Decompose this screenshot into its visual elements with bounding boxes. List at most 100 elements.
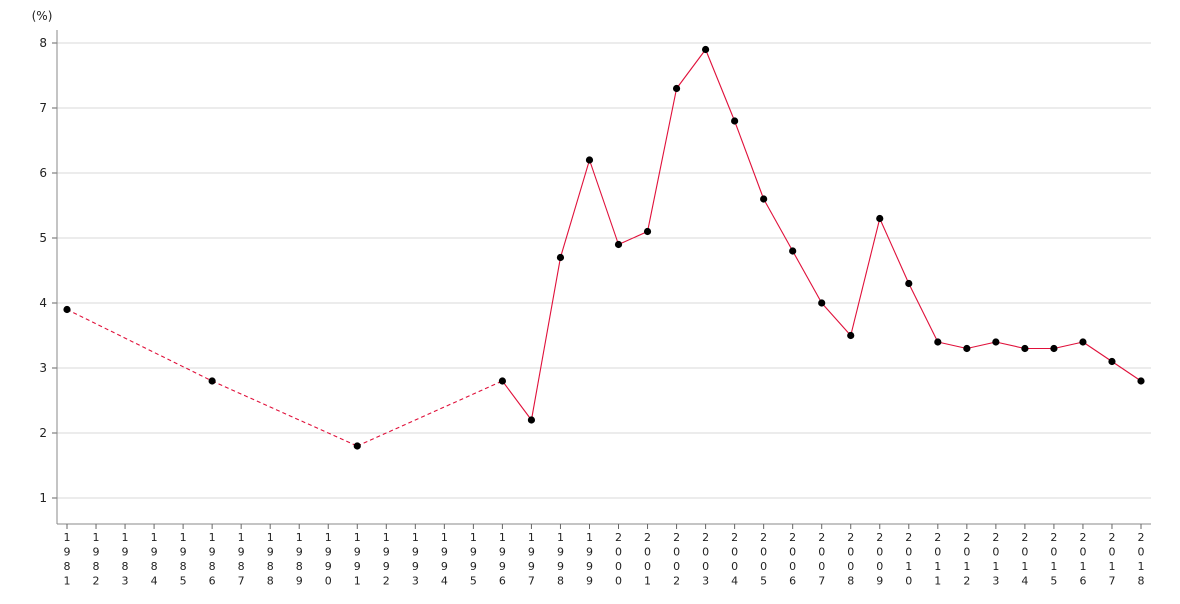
data-point (498, 377, 507, 385)
series-segment (1082, 341, 1113, 362)
y-tick-label: 7 (39, 101, 47, 115)
series-segment (1111, 361, 1142, 382)
series-segment (821, 302, 852, 336)
series-segment-dashed (357, 380, 503, 447)
y-tick-label: 1 (39, 491, 47, 505)
y-tick-label: 2 (39, 426, 47, 440)
series-segment (734, 120, 765, 200)
data-point (731, 117, 739, 125)
series-segment (647, 88, 678, 232)
data-point (760, 195, 768, 203)
series-segment (850, 218, 881, 336)
series-segment (763, 198, 794, 252)
data-point (818, 299, 826, 307)
axes (52, 30, 1151, 529)
data-point (672, 84, 681, 93)
data-point (1050, 344, 1058, 353)
series-segment (1053, 341, 1084, 350)
data-point (1021, 344, 1029, 353)
series-segment (588, 159, 620, 245)
data-point (353, 442, 361, 450)
data-point (963, 344, 971, 353)
data-point (992, 338, 1000, 346)
data-point (208, 377, 216, 385)
data-point (643, 227, 652, 236)
data-point (585, 156, 594, 164)
data-point (1137, 377, 1145, 385)
series-segment (530, 257, 562, 421)
data-point (934, 338, 942, 346)
series-segment-dashed (211, 380, 358, 447)
data-point (527, 416, 536, 424)
data-point (905, 279, 913, 288)
data-point (789, 247, 797, 255)
data-point (701, 45, 710, 54)
data-point (1079, 338, 1087, 346)
data-point (847, 331, 855, 340)
data-points (63, 45, 1145, 450)
y-tick-label: 4 (39, 296, 47, 310)
data-point (876, 214, 884, 223)
data-point (63, 305, 71, 314)
series-segment (792, 250, 823, 304)
series-segment (559, 159, 591, 258)
series-segment (966, 341, 996, 350)
series-segment (676, 49, 707, 89)
y-tick-label: 5 (39, 231, 47, 245)
y-tick-label: 8 (39, 36, 47, 50)
series-segment (705, 49, 736, 122)
series-segment (618, 230, 648, 246)
tick-labels: 1 2 3 4 5 6 7 8 1 9 8 1 1 9 8 2 1 9 8 3 1 9 8 4 1 9 8 5 1 9 8 6 1 9 8 7 1 9 8 8… (39, 36, 1144, 588)
y-axis-label: (%) (32, 9, 53, 23)
data-point (1108, 357, 1116, 366)
gridlines (57, 42, 1151, 499)
series-lines (66, 49, 1142, 447)
data-point (556, 253, 565, 262)
series-segment (995, 341, 1026, 350)
series-segment (501, 380, 532, 421)
series-segment (879, 218, 910, 284)
series-segment (937, 341, 967, 350)
series-segment (908, 283, 939, 343)
y-tick-label: 3 (39, 361, 47, 375)
y-tick-label: 6 (39, 166, 47, 180)
data-point (614, 240, 623, 249)
series-segment-dashed (66, 309, 213, 382)
